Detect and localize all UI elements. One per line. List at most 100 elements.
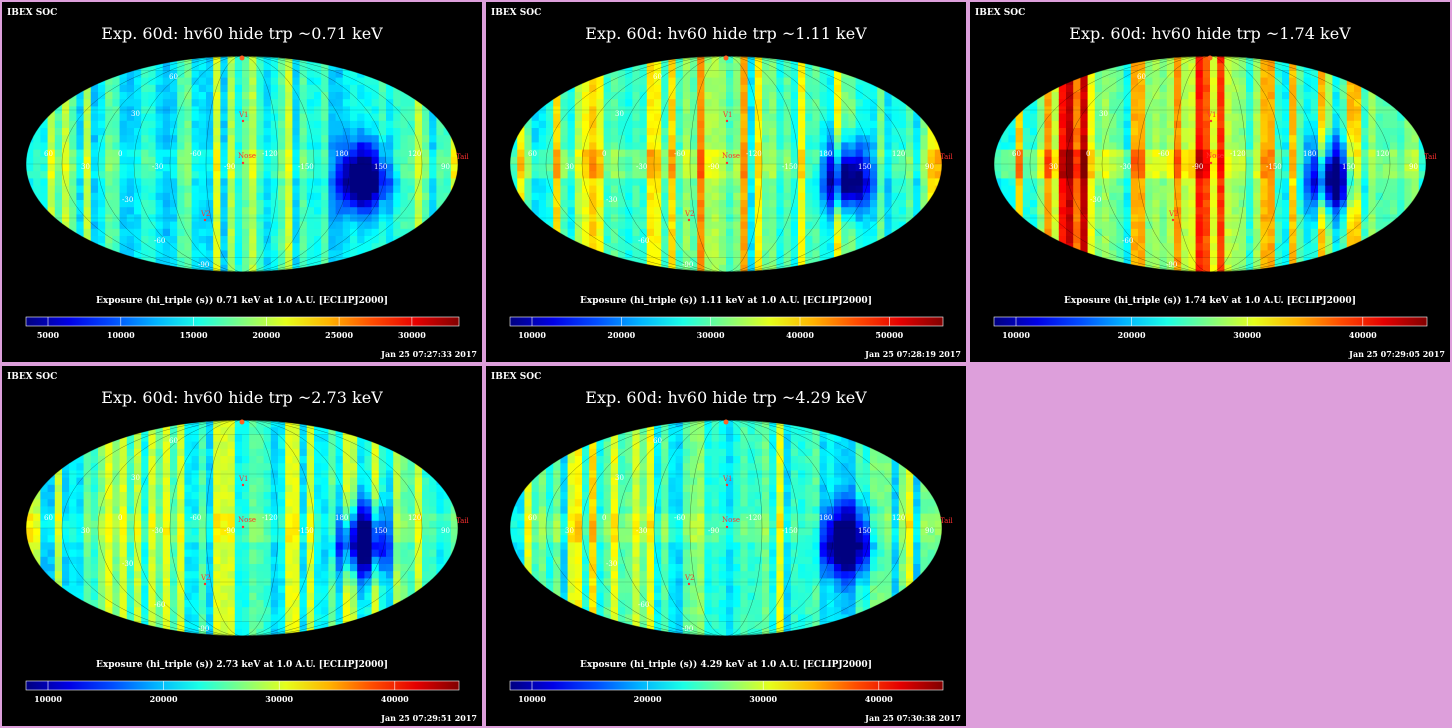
longitude-label: -60: [190, 150, 201, 158]
longitude-label: -120: [746, 514, 762, 522]
v2-label: V2: [200, 574, 211, 582]
longitude-label: -60: [1158, 150, 1169, 158]
latitude-label: 30: [1099, 110, 1108, 118]
v1-label: V1: [722, 475, 733, 483]
longitude-label: -30: [636, 527, 647, 535]
v2-marker: [203, 218, 207, 222]
longitude-label: -90: [224, 163, 235, 171]
map-panel-1: 60 30 -30 -60 -90 60 30 0 -30 -60 -90 -120 -150 180 15…: [2, 2, 482, 362]
colorbar-tick-label: 30000: [398, 330, 426, 340]
longitude-label: 60: [528, 150, 537, 158]
colorbar-tick-label: 10000: [34, 694, 62, 704]
v2-marker: [687, 582, 691, 586]
longitude-label: 120: [1376, 150, 1389, 158]
colorbar-tick-label: 20000: [1118, 330, 1146, 340]
colorbar-title: Exposure (hi_triple (s)) 0.71 keV at 1.0…: [96, 296, 388, 306]
longitude-label: -30: [152, 163, 163, 171]
colorbar: [25, 680, 460, 691]
colorbar-tick-label: 20000: [634, 694, 662, 704]
v2-marker: [687, 218, 691, 222]
latitude-label: 60: [653, 437, 662, 445]
longitude-label: -60: [190, 514, 201, 522]
colorbar: [509, 316, 944, 327]
colorbar-tick-label: 20000: [252, 330, 280, 340]
latitude-label: -90: [1166, 261, 1177, 269]
colorbar-tick-label: 30000: [265, 694, 293, 704]
latitude-label: -30: [122, 560, 133, 568]
timestamp: Jan 25 07:29:51 2017: [381, 713, 477, 723]
colorbar-tick-label: 40000: [381, 694, 409, 704]
latitude-label: -30: [1090, 196, 1101, 204]
colorbar-tick-label: 40000: [786, 330, 814, 340]
latitude-label: -60: [154, 601, 165, 609]
colorbar-tick-label: 30000: [749, 694, 777, 704]
longitude-label: -120: [1230, 150, 1246, 158]
nose-label: Nose: [722, 516, 740, 524]
v1-label: V1: [238, 475, 249, 483]
v2-label: V2: [684, 210, 695, 218]
nose-label: Nose: [722, 152, 740, 160]
latitude-label: -60: [638, 237, 649, 245]
sky-map-4: 60 30 -30 -60 -90 60 30 0 -30 -60 -90 -120 -150 180 15…: [25, 419, 470, 704]
colorbar-tick-label: 15000: [180, 330, 208, 340]
longitude-label: 30: [81, 527, 90, 535]
longitude-label: -150: [298, 527, 314, 535]
map-title: Exp. 60d: hv60 hide trp ~2.73 keV: [101, 388, 383, 407]
exposure-tiles: [26, 420, 458, 636]
longitude-label: 60: [44, 514, 53, 522]
longitude-label: 90: [1409, 163, 1418, 171]
graticule: [510, 420, 942, 636]
timestamp: Jan 25 07:29:05 2017: [1349, 349, 1445, 359]
nose-marker: [725, 525, 729, 529]
colorbar: [509, 680, 944, 691]
longitude-label: 60: [44, 150, 53, 158]
v2-marker: [1171, 218, 1175, 222]
map-title: Exp. 60d: hv60 hide trp ~4.29 keV: [585, 388, 867, 407]
colorbar-tick-label: 40000: [865, 694, 893, 704]
north-pole-marker: [723, 419, 729, 425]
v1-label: V1: [722, 111, 733, 119]
v1-marker: [241, 119, 245, 123]
north-pole-marker: [239, 55, 245, 61]
longitude-label: 30: [1049, 163, 1058, 171]
longitude-label: -120: [746, 150, 762, 158]
latitude-label: 30: [615, 474, 624, 482]
longitude-label: -150: [1266, 163, 1282, 171]
longitude-label: 90: [925, 527, 934, 535]
longitude-label: 30: [565, 527, 574, 535]
v1-marker: [241, 483, 245, 487]
map-title: Exp. 60d: hv60 hide trp ~1.11 keV: [585, 24, 867, 43]
longitude-label: 30: [81, 163, 90, 171]
longitude-label: -150: [298, 163, 314, 171]
longitude-label: 120: [892, 150, 905, 158]
colorbar-tick-label: 10000: [1002, 330, 1030, 340]
timestamp: Jan 25 07:27:33 2017: [381, 349, 477, 359]
latitude-label: -90: [198, 625, 209, 633]
longitude-label: -90: [1192, 163, 1203, 171]
colorbar-title: Exposure (hi_triple (s)) 4.29 keV at 1.0…: [580, 660, 872, 670]
colorbar-tick-label: 20000: [150, 694, 178, 704]
longitude-label: 60: [1012, 150, 1021, 158]
sky-map-1: 60 30 -30 -60 -90 60 30 0 -30 -60 -90 -120 -150 180 15…: [25, 55, 470, 340]
longitude-label: 0: [118, 514, 122, 522]
longitude-label: 60: [528, 514, 537, 522]
longitude-label: -30: [636, 163, 647, 171]
sky-map-5: 60 30 -30 -60 -90 60 30 0 -30 -60 -90 -120 -150 180 15…: [509, 419, 954, 704]
longitude-label: -90: [708, 163, 719, 171]
longitude-label: -150: [782, 163, 798, 171]
map-panel-5: 60 30 -30 -60 -90 60 30 0 -30 -60 -90 -120 -150 180 15…: [486, 366, 966, 726]
longitude-label: 0: [602, 150, 606, 158]
map-panel-4: 60 30 -30 -60 -90 60 30 0 -30 -60 -90 -120 -150 180 15…: [2, 366, 482, 726]
longitude-label: 150: [374, 527, 387, 535]
org-label: IBEX SOC: [7, 8, 58, 18]
colorbar-tick-label: 50000: [875, 330, 903, 340]
latitude-label: -30: [606, 560, 617, 568]
graticule: [26, 420, 458, 636]
longitude-label: -150: [782, 527, 798, 535]
longitude-label: 180: [819, 150, 832, 158]
longitude-label: -90: [708, 527, 719, 535]
longitude-label: 0: [118, 150, 122, 158]
colorbar-tick-label: 40000: [1349, 330, 1377, 340]
org-label: IBEX SOC: [491, 372, 542, 382]
sky-map-3: 60 30 -30 -60 -90 60 30 0 -30 -60 -90 -120 -150 180 15…: [993, 55, 1438, 340]
